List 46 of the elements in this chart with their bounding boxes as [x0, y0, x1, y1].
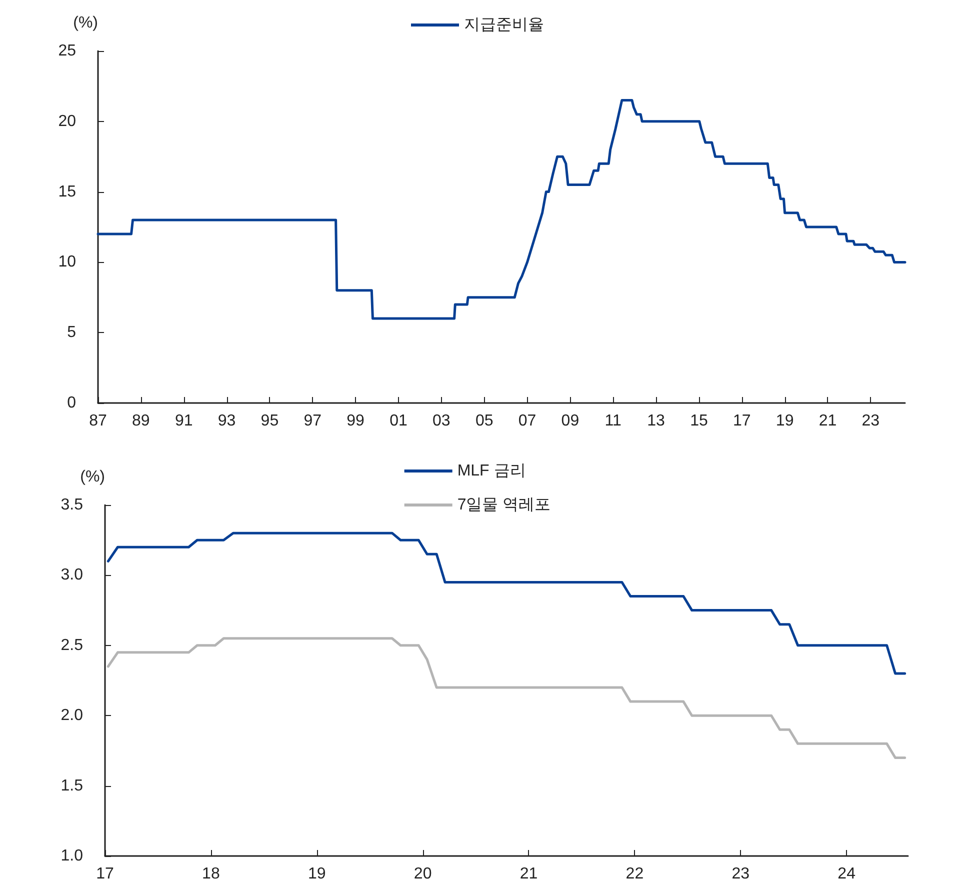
- x-tick-label: 13: [647, 412, 666, 430]
- y-tick-label: 3.0: [60, 566, 84, 584]
- x-tick-label: 03: [432, 412, 450, 430]
- x-tick-label: 07: [518, 412, 536, 430]
- y-tick-label: 10: [58, 254, 76, 271]
- legend-label: 7일물 역레포: [457, 496, 551, 514]
- x-tick-label: 20: [414, 866, 432, 882]
- x-tick-label: 19: [308, 866, 326, 882]
- x-tick-label: 89: [132, 412, 150, 430]
- x-tick-label: 18: [202, 866, 220, 882]
- x-tick-label: 21: [818, 412, 837, 430]
- x-tick-label: 17: [732, 412, 751, 430]
- x-tick-label: 17: [96, 866, 114, 882]
- x-tick-label: 01: [390, 412, 408, 430]
- y-tick-label: 1.5: [60, 777, 84, 794]
- x-tick-label: 19: [776, 412, 794, 430]
- y-axis-title: (%): [80, 468, 105, 486]
- x-tick-label: 05: [475, 412, 494, 430]
- x-tick-label: 91: [174, 412, 193, 430]
- y-axis-title: (%): [73, 14, 98, 32]
- legend-label: 지급준비율: [464, 16, 544, 34]
- y-tick-label: 25: [58, 42, 76, 60]
- x-tick-label: 99: [346, 412, 365, 430]
- y-tick-label: 20: [58, 112, 76, 130]
- y-tick-label: 2.5: [60, 636, 84, 654]
- legend-label: MLF 금리: [457, 462, 526, 480]
- x-tick-label: 24: [838, 866, 856, 882]
- x-tick-label: 95: [260, 412, 279, 430]
- x-tick-label: 09: [561, 412, 580, 430]
- line-series: [106, 532, 906, 675]
- y-tick-label: 2.0: [60, 707, 84, 724]
- x-tick-label: 93: [218, 412, 236, 430]
- x-tick-label: 15: [690, 412, 708, 430]
- line-series: [106, 637, 906, 759]
- x-tick-label: 21: [520, 866, 538, 882]
- y-tick-label: 5: [67, 324, 76, 342]
- x-tick-label: 23: [862, 412, 880, 430]
- y-tick-label: 1.0: [60, 848, 84, 864]
- x-tick-label: 11: [604, 412, 622, 430]
- y-tick-label: 15: [58, 183, 76, 200]
- y-tick-label: 3.5: [60, 496, 84, 514]
- x-tick-label: 22: [626, 866, 644, 882]
- x-tick-label: 97: [304, 412, 322, 430]
- x-tick-label: 87: [89, 412, 107, 430]
- x-tick-label: 23: [732, 866, 750, 882]
- y-tick-label: 0: [67, 394, 76, 412]
